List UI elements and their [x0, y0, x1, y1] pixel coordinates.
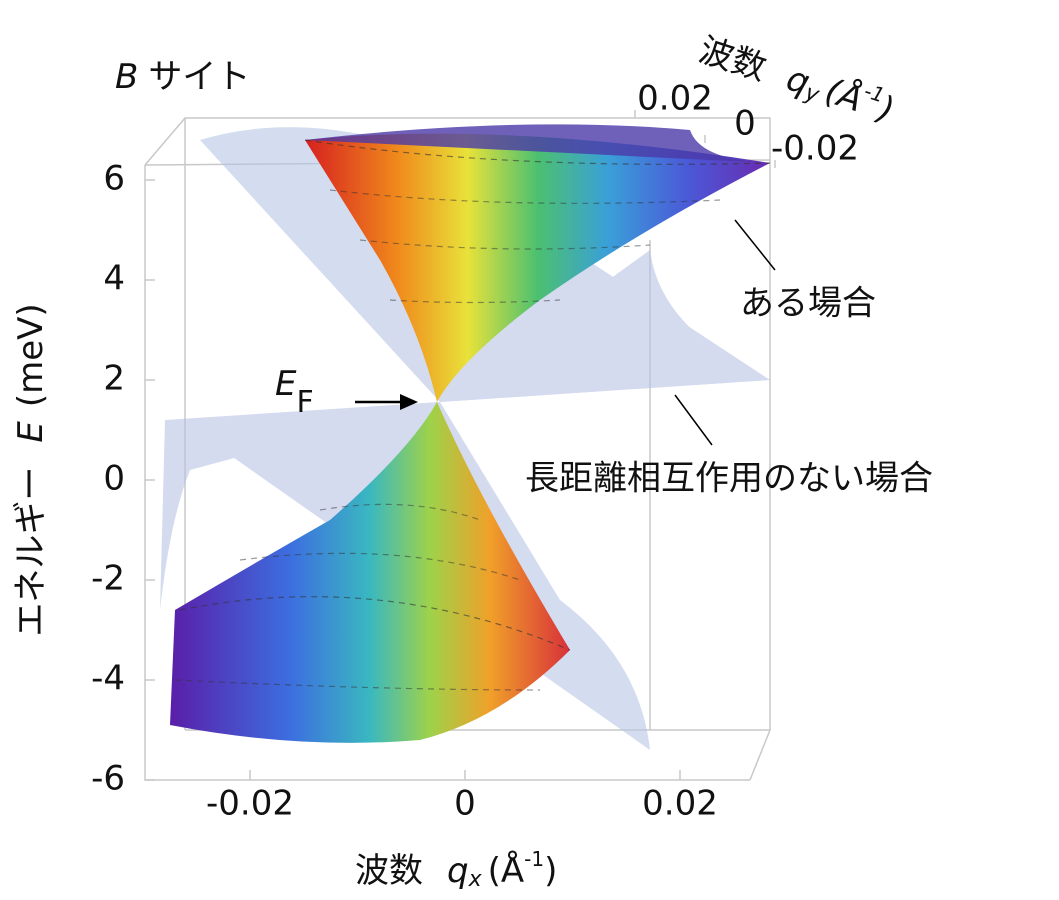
z-tick-label: -2	[91, 559, 125, 599]
x-tick-label: 0.02	[642, 784, 718, 824]
z-label-text: エネルギー	[11, 467, 51, 637]
x-axis-label: 波数 qx (Å-1)	[355, 847, 557, 893]
upper-cone	[304, 124, 771, 402]
z-tick-label: -4	[91, 659, 125, 699]
x-label-close: )	[544, 851, 557, 891]
fermi-label: EF	[275, 364, 314, 420]
x-label-text: 波数	[355, 851, 423, 891]
z-tick-label: -6	[91, 759, 125, 799]
leader-line	[674, 394, 713, 446]
z-tick-label: 6	[103, 159, 125, 199]
x-label-subscript: x	[468, 867, 483, 892]
z-label-symbol: E	[11, 421, 51, 443]
annotation: ある場合	[740, 284, 876, 324]
chart-title: B サイト	[115, 57, 250, 97]
x-label-symbol: q	[447, 851, 469, 891]
lower-cone	[170, 402, 571, 743]
y-label-unit: (Å	[820, 70, 867, 120]
y-tick-label: 0	[734, 104, 756, 144]
y-axis-label: 波数 qy(Å-1)	[694, 26, 901, 132]
z-tick-label: 4	[103, 259, 125, 299]
leader-line	[734, 219, 776, 271]
z-tick-label: 2	[103, 359, 125, 399]
y-tick-label: -0.02	[771, 129, 859, 169]
x-tick-label: 0	[454, 784, 476, 824]
title-symbol: B	[115, 57, 138, 97]
x-label-exp: -1	[524, 847, 544, 871]
z-axis-label: エネルギー E (meV)	[11, 303, 51, 636]
y-tick-label: 0.02	[637, 79, 713, 119]
fermi-symbol: E	[275, 364, 297, 404]
z-tick-label: 0	[103, 459, 125, 499]
x-label-unit: (Å	[488, 850, 525, 891]
x-tick-label: -0.02	[206, 784, 294, 824]
title-text: サイト	[148, 57, 250, 97]
fermi-arrow	[355, 394, 418, 410]
fermi-subscript: F	[296, 385, 313, 420]
annotation: 長距離相互作用のない場合	[525, 459, 933, 499]
z-label-unit: (meV)	[11, 303, 51, 407]
